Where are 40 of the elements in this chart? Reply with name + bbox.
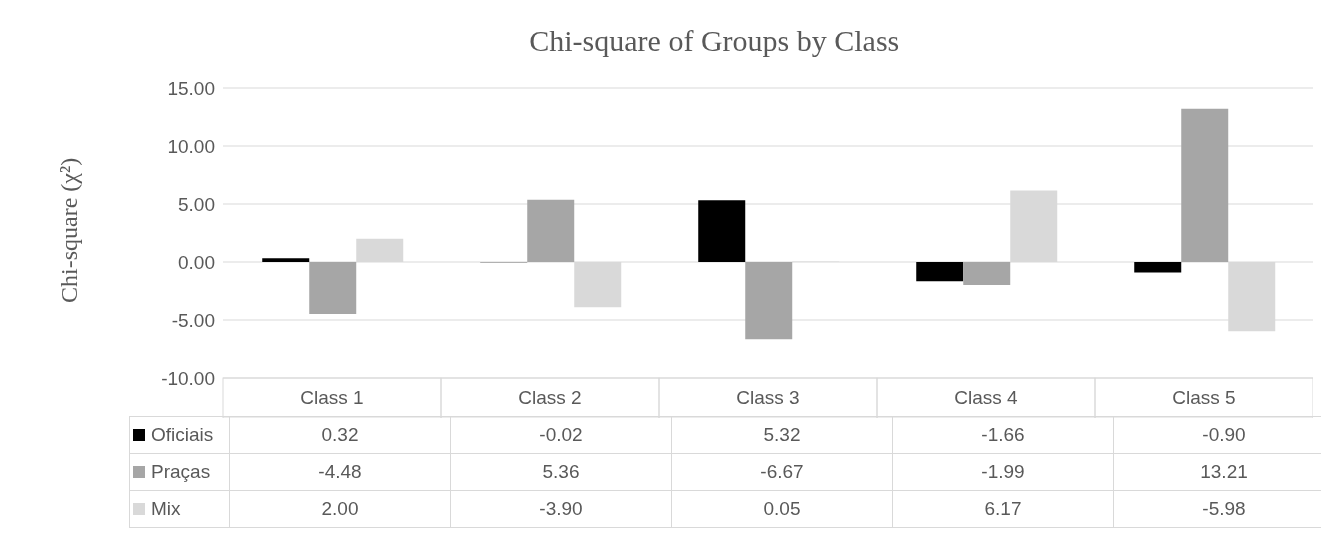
bar	[698, 200, 746, 262]
chart-title: Chi-square of Groups by Class	[528, 23, 901, 59]
data-label: -0.90	[1113, 416, 1321, 454]
bar	[963, 262, 1011, 286]
data-label: 5.32	[671, 416, 893, 454]
y-tick-label: 10.00	[167, 135, 215, 157]
data-label: -6.67	[671, 453, 893, 491]
data-label: -0.02	[450, 416, 672, 454]
x-tick-label: Class 4	[954, 387, 1019, 408]
x-tick-label: Class 2	[518, 387, 582, 408]
y-tick-label: -5.00	[171, 309, 215, 331]
y-tick-label: 15.00	[167, 77, 215, 99]
legend-label: Oficiais	[150, 424, 214, 445]
data-label: -1.99	[892, 453, 1114, 491]
bar	[745, 262, 793, 340]
x-tick-label: Class 3	[736, 387, 800, 408]
y-axis-title: Chi-square (χ²)	[55, 157, 82, 303]
legend-label: Praças	[150, 461, 211, 482]
x-tick-label: Class 1	[300, 387, 364, 408]
data-label: 13.21	[1113, 453, 1321, 491]
bar	[262, 258, 310, 262]
bar	[1181, 108, 1229, 262]
bar	[527, 199, 575, 262]
data-label: 5.36	[450, 453, 672, 491]
y-tick-label: 0.00	[178, 251, 215, 273]
bar	[916, 262, 964, 282]
data-label: -3.90	[450, 490, 672, 528]
data-label: -5.98	[1113, 490, 1321, 528]
data-label: 0.32	[229, 416, 451, 454]
bar	[1134, 262, 1182, 273]
y-tick-label: 5.00	[178, 193, 215, 215]
x-tick-label: Class 5	[1172, 387, 1236, 408]
bar	[309, 262, 357, 314]
data-label: 2.00	[229, 490, 451, 528]
legend-label: Mix	[150, 498, 181, 519]
data-label: -4.48	[229, 453, 451, 491]
y-tick-label: -10.00	[161, 367, 215, 389]
data-label: -1.66	[892, 416, 1114, 454]
data-label: 6.17	[892, 490, 1114, 528]
data-label: 0.05	[671, 490, 893, 528]
